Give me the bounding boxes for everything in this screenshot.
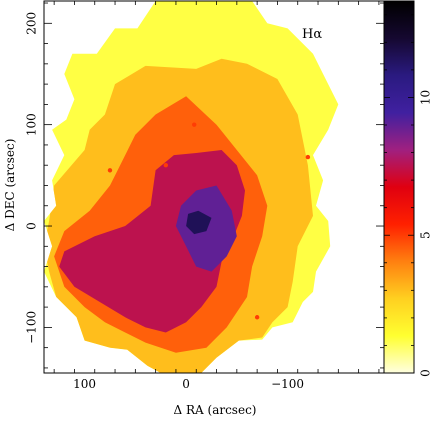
point-source-2 bbox=[192, 122, 197, 127]
point-source-0 bbox=[107, 168, 113, 173]
x-axis-label: Δ RA (arcsec) bbox=[174, 403, 257, 417]
y-tick-label: 0 bbox=[25, 222, 39, 230]
point-source-1 bbox=[305, 154, 311, 160]
plot-frame bbox=[43, 0, 385, 374]
y-tick-label: 100 bbox=[25, 113, 39, 136]
colorbar-tick-label: 10 bbox=[419, 90, 433, 105]
x-tick-label: 100 bbox=[73, 377, 96, 391]
y-tick-label: −100 bbox=[25, 311, 39, 344]
colorbar: 0 5 10 bbox=[383, 0, 433, 377]
y-tick-label: 200 bbox=[25, 12, 39, 35]
x-tick-label: −100 bbox=[271, 377, 304, 391]
axes: 100 0 −100 200 100 0 −100 bbox=[25, 0, 385, 391]
point-source-4 bbox=[163, 163, 168, 168]
point-source-3 bbox=[254, 315, 260, 320]
colorbar-gradient bbox=[383, 0, 415, 374]
intensity-map bbox=[44, 1, 339, 373]
x-tick-label: 0 bbox=[182, 377, 190, 391]
y-axis-label: Δ DEC (arcsec) bbox=[3, 139, 17, 232]
colorbar-tick-label: 5 bbox=[419, 231, 433, 239]
h-alpha-annotation: Hα bbox=[302, 27, 322, 42]
colorbar-tick-label: 0 bbox=[419, 369, 433, 377]
intensity-region-4 bbox=[186, 210, 212, 235]
